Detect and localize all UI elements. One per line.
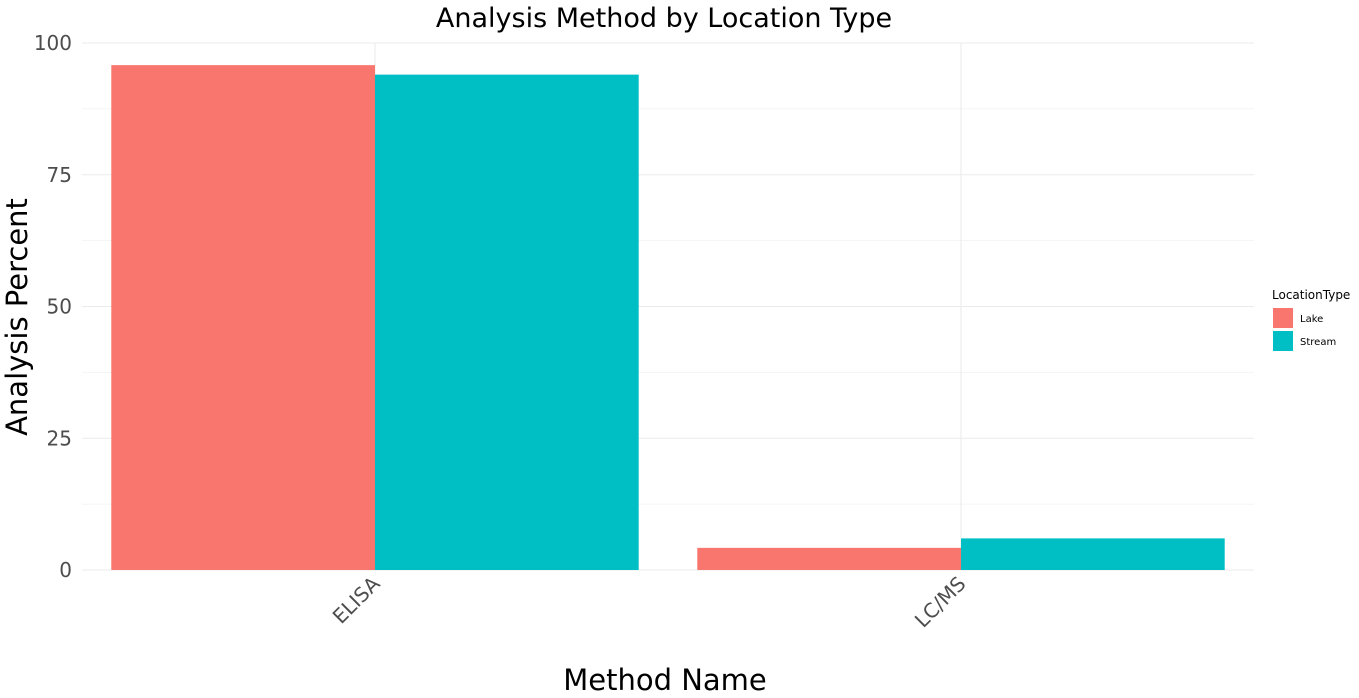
- bar-lake-lc-ms: [697, 547, 961, 570]
- y-tick-label: 25: [47, 426, 72, 450]
- x-tick-label: ELISA: [328, 571, 385, 628]
- bar-lake-elisa: [111, 65, 376, 570]
- y-tick-label: 0: [59, 558, 72, 582]
- bar-stream-lc-ms: [961, 538, 1225, 570]
- chart-title: Analysis Method by Location Type: [436, 3, 892, 34]
- y-axis-title: Analysis Percent: [0, 198, 34, 436]
- legend-label-lake: Lake: [1300, 314, 1323, 325]
- legend-title: LocationType: [1272, 288, 1350, 302]
- y-tick-label: 100: [34, 31, 72, 55]
- y-tick-label: 75: [47, 163, 72, 187]
- bar-stream-elisa: [375, 74, 639, 571]
- bar-layer: [111, 65, 1225, 571]
- x-tick-label: LC/MS: [910, 572, 971, 633]
- x-axis-title: Method Name: [563, 663, 767, 697]
- legend-key-stream: [1273, 331, 1293, 351]
- y-tick-label: 50: [47, 295, 72, 319]
- legend-label-stream: Stream: [1300, 337, 1336, 348]
- legend: LocationType Lake Stream: [1272, 288, 1350, 351]
- legend-key-lake: [1273, 308, 1293, 328]
